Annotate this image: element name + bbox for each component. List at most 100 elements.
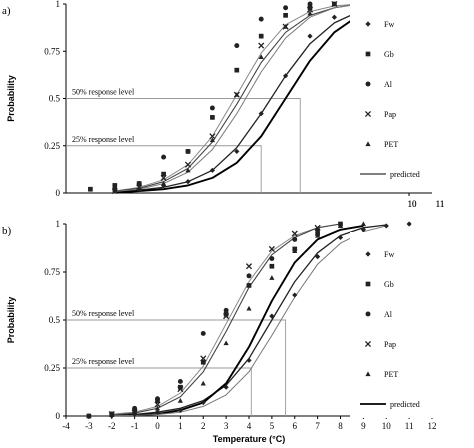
data-point-al	[185, 148, 191, 154]
data-point-fw	[154, 409, 161, 415]
panel-label: b)	[2, 225, 12, 237]
x-tick-label: 11	[405, 421, 414, 431]
chart-panel-b: b)00.250.50.751-4 -3 -2 -1 0 1 2 3 4 5 6 7 8 9 10 11 12P…	[2, 219, 437, 444]
data-point-al	[307, 1, 313, 7]
data-point-gb	[210, 115, 215, 120]
x-tick-label: 8	[338, 421, 343, 431]
x-tick-label: 11	[436, 199, 445, 209]
y-tick-label: 0.25	[44, 363, 60, 373]
data-point-pet	[209, 137, 215, 143]
data-point-fw	[307, 33, 313, 39]
x-tick-label: -3	[85, 421, 93, 431]
response-level-line	[66, 145, 262, 193]
legend-label: PET	[384, 140, 398, 149]
legend-label: predicted	[390, 400, 420, 409]
data-point-pet	[269, 275, 275, 280]
data-point-al	[209, 105, 215, 111]
x-tick-label: 10	[408, 199, 418, 209]
x-tick-label: 12	[428, 421, 437, 431]
data-point-pap	[245, 263, 253, 270]
data-point-al	[246, 273, 252, 279]
data-point-pet	[283, 24, 289, 29]
x-tick-label: 3	[224, 421, 229, 431]
x-tick-label: 7	[315, 421, 320, 431]
response-level-label: 25% response level	[72, 135, 135, 144]
y-axis-label: Probability	[6, 75, 16, 122]
data-point-fw	[185, 179, 191, 185]
data-point-pet	[200, 380, 206, 386]
data-point-fw	[406, 221, 412, 227]
y-tick-label: 0.25	[44, 141, 60, 151]
data-point-al	[258, 16, 264, 22]
data-point-fw	[246, 357, 252, 363]
response-level-label: 25% response level	[72, 357, 135, 366]
response-level-line	[66, 319, 287, 416]
data-point-pet	[246, 305, 252, 311]
y-axis-label: Probability	[6, 297, 16, 344]
panel-label: a)	[2, 5, 11, 17]
data-point-pet	[136, 186, 142, 192]
x-tick-label: -4	[62, 421, 70, 431]
predicted-curve	[114, 3, 359, 192]
y-tick-label: 0.5	[49, 315, 61, 325]
y-tick-label: 0	[56, 188, 61, 198]
data-point-fw	[337, 234, 344, 241]
legend-label: Pap	[384, 340, 396, 349]
legend-marker-pet	[365, 371, 371, 377]
legend-label: Gb	[384, 280, 394, 289]
data-point-pap	[184, 161, 192, 168]
legend-marker-al	[365, 81, 371, 87]
data-point-pet	[132, 409, 138, 415]
data-point-al	[136, 181, 142, 187]
legend-label: PET	[384, 370, 398, 379]
data-point-fw	[223, 384, 229, 390]
data-point-fw	[283, 73, 289, 79]
data-point-fw	[209, 167, 215, 173]
data-point-pap	[223, 313, 230, 320]
data-point-gb	[283, 13, 288, 18]
legend-label: predicted	[390, 170, 420, 179]
data-point-al	[132, 405, 138, 411]
data-point-fw	[315, 254, 321, 260]
data-point-pap	[177, 386, 184, 393]
data-point-al	[161, 154, 167, 160]
data-point-pet	[360, 221, 366, 227]
legend-marker-pap	[364, 110, 372, 118]
chart-panel-a: a) 0 0.25 0.5 0.75 1 10 11 Probability 50% respon…	[2, 0, 444, 209]
legend-label: Gb	[384, 50, 394, 59]
data-point-gb	[234, 67, 240, 73]
data-point-pet	[292, 248, 298, 253]
data-point-al	[234, 43, 240, 49]
x-tick-label: 5	[270, 421, 275, 431]
y-tick-label: 0.75	[44, 267, 60, 277]
legend-box	[350, 232, 434, 418]
data-point-fw	[269, 313, 275, 319]
data-point-gb	[112, 183, 118, 188]
legend-marker-fw	[365, 21, 371, 27]
y-tick-label: 0	[56, 411, 61, 421]
data-point-pap	[200, 355, 207, 362]
legend-marker-fw	[365, 251, 371, 257]
data-point-pet	[177, 398, 183, 403]
data-point-pet	[185, 167, 191, 173]
legend-label: Pap	[384, 110, 396, 119]
predicted-curve	[114, 5, 384, 193]
legend-marker-gb	[365, 51, 371, 57]
legend-marker-gb	[365, 281, 371, 287]
legend-box	[350, 2, 434, 188]
predicted-curve	[114, 6, 384, 194]
data-point-gb	[178, 384, 183, 390]
x-tick-label: 0	[155, 421, 160, 431]
x-tick-label: 1	[178, 421, 183, 431]
data-point-gb	[258, 33, 264, 39]
x-tick-label: 4	[247, 421, 252, 431]
data-point-gb	[269, 263, 275, 269]
data-point-pap	[306, 6, 314, 13]
data-point-pap	[268, 245, 275, 253]
legend-marker-al	[365, 311, 371, 317]
legend-label: Al	[384, 80, 393, 89]
data-point-pap	[154, 401, 161, 408]
predicted-curve	[111, 223, 341, 416]
data-point-al	[177, 378, 183, 384]
